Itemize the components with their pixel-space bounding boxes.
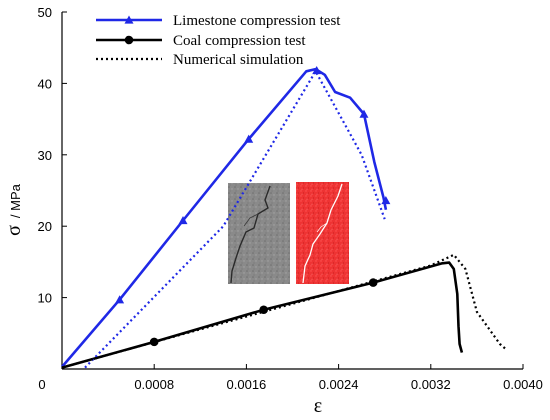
legend: Limestone compression test Coal compressi…: [96, 13, 341, 68]
x-axis-title: ε: [314, 395, 322, 417]
y-tick-label: 50: [38, 5, 52, 20]
legend-label-numerical-simulation-limestone: Numerical simulation: [173, 52, 304, 68]
legend-marker-limestone-test: [124, 15, 134, 24]
series-line-numerical-simulation-coal: [61, 253, 507, 369]
series-line-numerical-simulation-limestone: [84, 70, 386, 369]
x-tick-label: 0: [38, 377, 45, 392]
svg-text:σ / MPa: σ / MPa: [3, 183, 25, 236]
axes: [61, 12, 523, 370]
legend-label-limestone-test: Limestone compression test: [173, 13, 341, 29]
data-point-limestone-test: [178, 215, 188, 225]
x-tick-label: 0.0008: [134, 377, 174, 392]
limestone-specimen-image: [228, 183, 290, 284]
x-ticks: 0 0.0008 0.0016 0.0024 0.0032 0.0040: [38, 364, 543, 392]
legend-label-coal-test: Coal compression test: [173, 33, 306, 49]
simulated-specimen-image: [296, 182, 349, 284]
legend-marker-coal-test: [124, 35, 134, 45]
y-axis-title: σ / MPa: [3, 183, 25, 236]
x-tick-label: 0.0024: [319, 377, 359, 392]
y-tick-label: 20: [38, 219, 52, 234]
x-tick-label: 0.0040: [503, 377, 543, 392]
data-point-limestone-test: [244, 134, 254, 143]
x-tick-label: 0.0016: [227, 377, 267, 392]
y-tick-label: 40: [38, 76, 52, 91]
series-line-coal-test: [61, 261, 464, 369]
y-axis-unit: / MPa: [8, 183, 23, 218]
data-point-limestone-test: [359, 109, 369, 118]
y-ticks: 10 20 30 40 50: [38, 5, 67, 306]
y-tick-label: 30: [38, 148, 52, 163]
y-axis-symbol: σ: [3, 225, 25, 236]
series-layer: [61, 66, 507, 369]
x-tick-label: 0.0032: [411, 377, 451, 392]
data-point-limestone-test: [115, 295, 125, 304]
y-tick-label: 10: [38, 291, 52, 306]
specimen-inset: [228, 182, 349, 284]
data-point-limestone-test: [381, 195, 391, 205]
